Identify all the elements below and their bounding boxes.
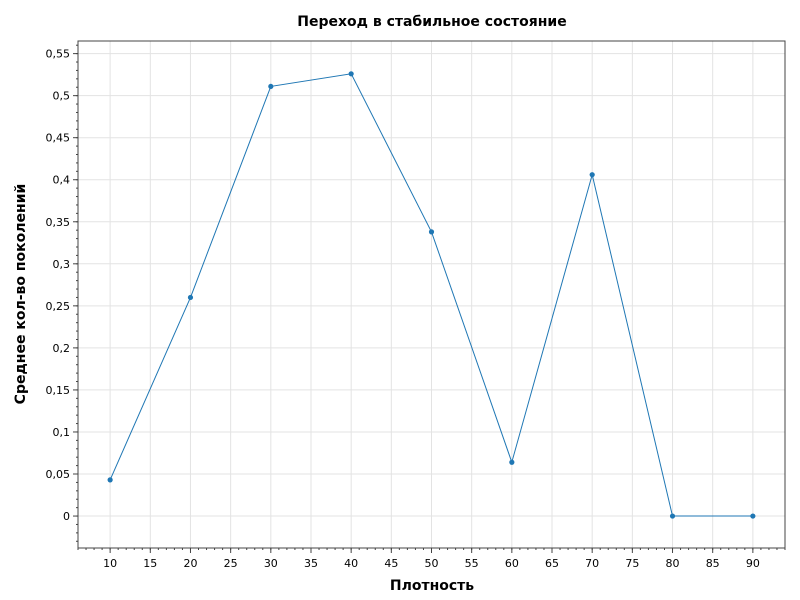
- y-tick-label: 0,45: [46, 132, 71, 145]
- y-tick-label: 0: [63, 510, 70, 523]
- data-point[interactable]: [750, 513, 756, 519]
- x-tick-label: 25: [224, 557, 238, 570]
- x-tick-label: 80: [666, 557, 680, 570]
- x-tick-label: 30: [264, 557, 278, 570]
- data-point[interactable]: [669, 513, 676, 519]
- data-point[interactable]: [348, 71, 354, 77]
- x-axis: 10 15 20 25 30 35 40 45 50 55 60 65 70 75 80 85 90: [77, 548, 786, 570]
- y-tick-label: 0,4: [53, 174, 71, 187]
- y-axis: 0 0,05 0,1 0,15 0,2 0,25 0,3 0,35 0,4 0,45 0,5 0,55: [46, 44, 78, 542]
- y-tick-label: 0,5: [53, 90, 71, 103]
- x-tick-label: 60: [505, 557, 519, 570]
- y-axis-label: Среднее кол-во поколений: [13, 184, 29, 405]
- x-tick-label: 75: [625, 557, 639, 570]
- x-tick-label: 15: [143, 557, 157, 570]
- x-tick-label: 65: [545, 557, 559, 570]
- x-tick-label: 70: [585, 557, 599, 570]
- x-tick-label: 45: [384, 557, 398, 570]
- data-point[interactable]: [187, 294, 194, 301]
- data-point[interactable]: [509, 459, 515, 465]
- y-tick-label: 0,15: [46, 384, 71, 397]
- data-point[interactable]: [428, 229, 435, 235]
- x-tick-label: 40: [344, 557, 358, 570]
- y-tick-label: 0,35: [46, 216, 71, 229]
- x-tick-label: 55: [465, 557, 479, 570]
- x-tick-label: 50: [425, 557, 439, 570]
- data-point[interactable]: [268, 83, 274, 90]
- y-tick-label: 0,05: [46, 468, 71, 481]
- data-point[interactable]: [589, 172, 595, 178]
- y-tick-label: 0,1: [53, 426, 71, 439]
- y-tick-label: 0,2: [53, 342, 71, 355]
- x-tick-label: 90: [746, 557, 760, 570]
- y-tick-label: 0,3: [53, 258, 71, 271]
- y-tick-label: 0,55: [46, 48, 71, 61]
- x-tick-label: 20: [183, 557, 197, 570]
- x-tick-label: 10: [103, 557, 117, 570]
- series-layer: [107, 71, 756, 519]
- y-tick-label: 0,25: [46, 300, 71, 313]
- data-point[interactable]: [107, 477, 113, 483]
- chart-title: Переход в стабильное состояние: [297, 14, 566, 30]
- x-tick-label: 35: [304, 557, 318, 570]
- grid: [78, 41, 785, 548]
- x-tick-label: 85: [706, 557, 720, 570]
- x-axis-label: Плотность: [390, 578, 474, 594]
